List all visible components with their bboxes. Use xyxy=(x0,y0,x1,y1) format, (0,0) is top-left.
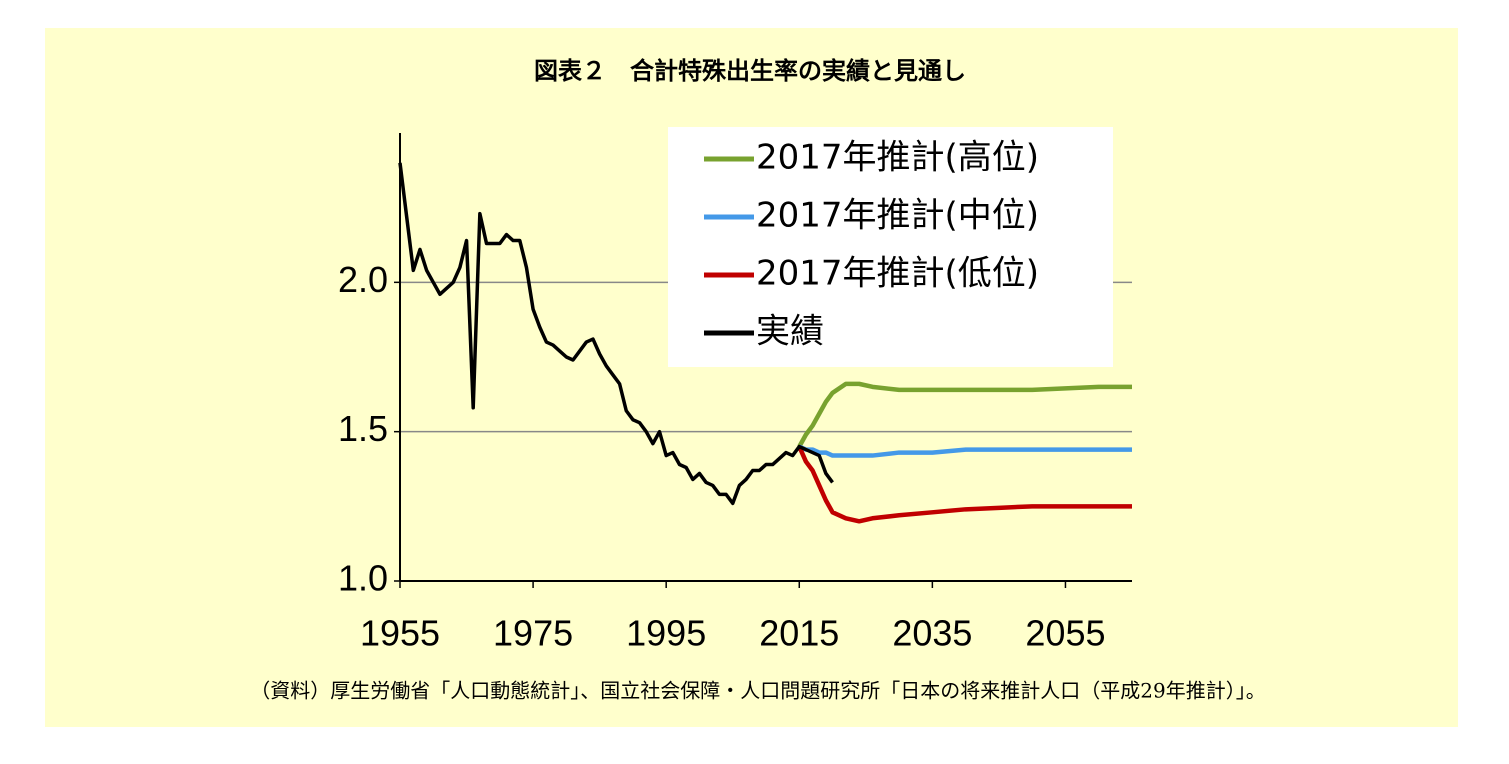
chart-title: 図表２ 合計特殊出生率の実績と見通し xyxy=(534,57,966,85)
x-tick-label: 2015 xyxy=(759,613,839,654)
legend-label: 実績 xyxy=(756,312,824,352)
y-tick-label: 1.5 xyxy=(338,408,388,449)
x-tick-label: 1975 xyxy=(493,613,573,654)
x-tick-label: 1955 xyxy=(360,613,440,654)
x-tick-label: 2035 xyxy=(892,613,972,654)
y-tick-label: 1.0 xyxy=(338,558,388,599)
series-line xyxy=(797,381,1132,448)
legend-box xyxy=(668,127,1113,367)
x-tick-label: 1995 xyxy=(626,613,706,654)
legend-label: 2017年推計(中位) xyxy=(756,196,1039,236)
legend-label: 2017年推計(低位) xyxy=(756,254,1039,294)
legend-label: 2017年推計(高位) xyxy=(756,138,1039,178)
series-line xyxy=(398,162,834,506)
x-tick-label: 2055 xyxy=(1025,613,1105,654)
source-note: （資料）厚生労働省「人口動態統計」、国立社会保障・人口問題研究所「日本の将来推計… xyxy=(250,679,1265,703)
series-line xyxy=(798,444,1132,458)
series-line xyxy=(797,445,1132,524)
y-tick-label: 2.0 xyxy=(338,259,388,300)
